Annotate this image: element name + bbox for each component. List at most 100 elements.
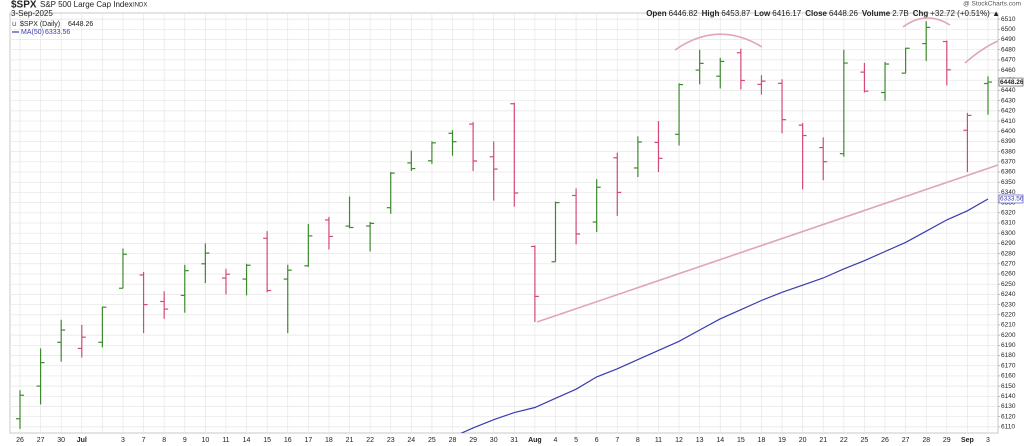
x-tick-label: 14 (243, 437, 251, 444)
exchange: INDX (133, 3, 147, 9)
quote-value: 2.7B (892, 9, 908, 18)
y-tick-label: 6220 (1001, 311, 1016, 318)
x-tick-label: 5 (574, 437, 578, 444)
x-tick-label: 15 (737, 437, 745, 444)
quote-value: 6448.26 (829, 9, 858, 18)
x-tick-label: 3 (986, 437, 990, 444)
last-value-label: 6333.56 (1000, 196, 1024, 203)
y-tick-label: 6120 (1001, 413, 1016, 420)
y-tick-label: 6320 (1001, 210, 1016, 217)
source: @ StockCharts.com (963, 1, 1021, 8)
x-tick-label: 14 (716, 437, 724, 444)
y-tick-label: 6380 (1001, 148, 1016, 155)
y-tick-label: 6350 (1001, 179, 1016, 186)
x-tick-label: 6 (595, 437, 599, 444)
trend-line (536, 164, 999, 323)
x-tick-label: 25 (861, 437, 869, 444)
date: 3-Sep-2025 (11, 9, 53, 18)
x-tick-label: 30 (57, 437, 65, 444)
y-tick-label: 6340 (1001, 189, 1016, 196)
y-tick-label: 6360 (1001, 169, 1016, 176)
y-tick-label: 6480 (1001, 46, 1016, 53)
x-tick-label: 11 (655, 437, 662, 444)
y-tick-label: 6190 (1001, 342, 1016, 349)
x-tick-label: 7 (615, 437, 619, 444)
y-tick-label: 6470 (1001, 57, 1016, 64)
y-tick-label: 6490 (1001, 36, 1016, 43)
x-tick-label: 26 (16, 437, 24, 444)
x-tick-label: 22 (366, 437, 374, 444)
x-tick-label: 12 (675, 437, 683, 444)
subtitle: S&P 500 Large Cap Index (40, 0, 133, 9)
y-tick-label: 6400 (1001, 128, 1016, 135)
y-tick-label: 6240 (1001, 291, 1016, 298)
arc-annotation (902, 17, 951, 28)
y-tick-label: 6130 (1001, 403, 1016, 410)
x-tick-label: Jul (77, 437, 87, 444)
x-tick-label: 25 (428, 437, 436, 444)
last-value-box (998, 77, 1024, 87)
x-tick-label: 27 (37, 437, 45, 444)
x-tick-label: 30 (490, 437, 498, 444)
x-tick-label: 22 (840, 437, 848, 444)
y-tick-label: 6300 (1001, 230, 1016, 237)
x-tick-label: 20 (799, 437, 807, 444)
y-tick-label: 6370 (1001, 159, 1016, 166)
x-tick-label: 10 (201, 437, 209, 444)
quote-label: Chg (913, 9, 929, 18)
y-tick-label: 6510 (1001, 16, 1016, 23)
x-tick-label: 18 (325, 437, 333, 444)
arc-annotation (964, 40, 999, 64)
y-tick-label: 6460 (1001, 67, 1016, 74)
x-tick-label: 21 (819, 437, 827, 444)
quote-value: 6446.82 (669, 9, 698, 18)
x-tick-label: 15 (263, 437, 271, 444)
y-tick-label: 6180 (1001, 352, 1016, 359)
last-value-label: 6448.26 (1000, 79, 1024, 86)
x-tick-label: 9 (183, 437, 187, 444)
y-tick-label: 6390 (1001, 138, 1016, 145)
legend-value: 6333.56 (45, 29, 70, 36)
legend-label: MA(50) (21, 29, 44, 36)
y-tick-label: 6430 (1001, 97, 1016, 104)
ticker: $SPX (11, 0, 37, 11)
arc-annotation (674, 33, 763, 51)
quote-label: High (702, 9, 720, 18)
x-tick-label: 29 (943, 437, 951, 444)
y-tick-label: 6440 (1001, 87, 1016, 94)
x-tick-label: 13 (696, 437, 704, 444)
y-tick-label: 6420 (1001, 108, 1016, 115)
quote-value: 6416.17 (772, 9, 801, 18)
quote-label: Volume (862, 9, 891, 18)
y-tick-label: 6230 (1001, 301, 1016, 308)
x-tick-label: 3 (121, 437, 125, 444)
y-tick-label: 6410 (1001, 118, 1016, 125)
ma-line (460, 198, 989, 433)
y-tick-label: 6110 (1001, 424, 1015, 431)
x-tick-label: 4 (554, 437, 558, 444)
legend: ⊔ $SPX (Daily) 6448.26 MA(50) 6333.56 (12, 21, 93, 36)
x-tick-label: 31 (510, 437, 518, 444)
x-tick-label: 8 (636, 437, 640, 444)
y-tick-label: 6140 (1001, 393, 1016, 400)
x-tick-label: 19 (778, 437, 786, 444)
grid (10, 13, 998, 433)
x-tick-label: 28 (922, 437, 930, 444)
x-tick-label: 27 (902, 437, 910, 444)
quote-value: 6453.87 (721, 9, 750, 18)
last-value-box (998, 194, 1024, 204)
x-tick-label: 8 (162, 437, 166, 444)
x-tick-label: 7 (142, 437, 146, 444)
y-tick-label: 6160 (1001, 373, 1016, 380)
y-tick-label: 6500 (1001, 26, 1016, 33)
x-tick-label: 28 (449, 437, 457, 444)
y-tick-label: 6260 (1001, 271, 1016, 278)
quote-label: Close (805, 9, 827, 18)
y-tick-label: 6200 (1001, 332, 1016, 339)
quote-label: Low (754, 9, 771, 18)
x-tick-label: 23 (387, 437, 395, 444)
y-tick-label: 6150 (1001, 383, 1016, 390)
legend-icon: ⊔ (12, 22, 17, 28)
y-tick-label: 6170 (1001, 362, 1016, 369)
